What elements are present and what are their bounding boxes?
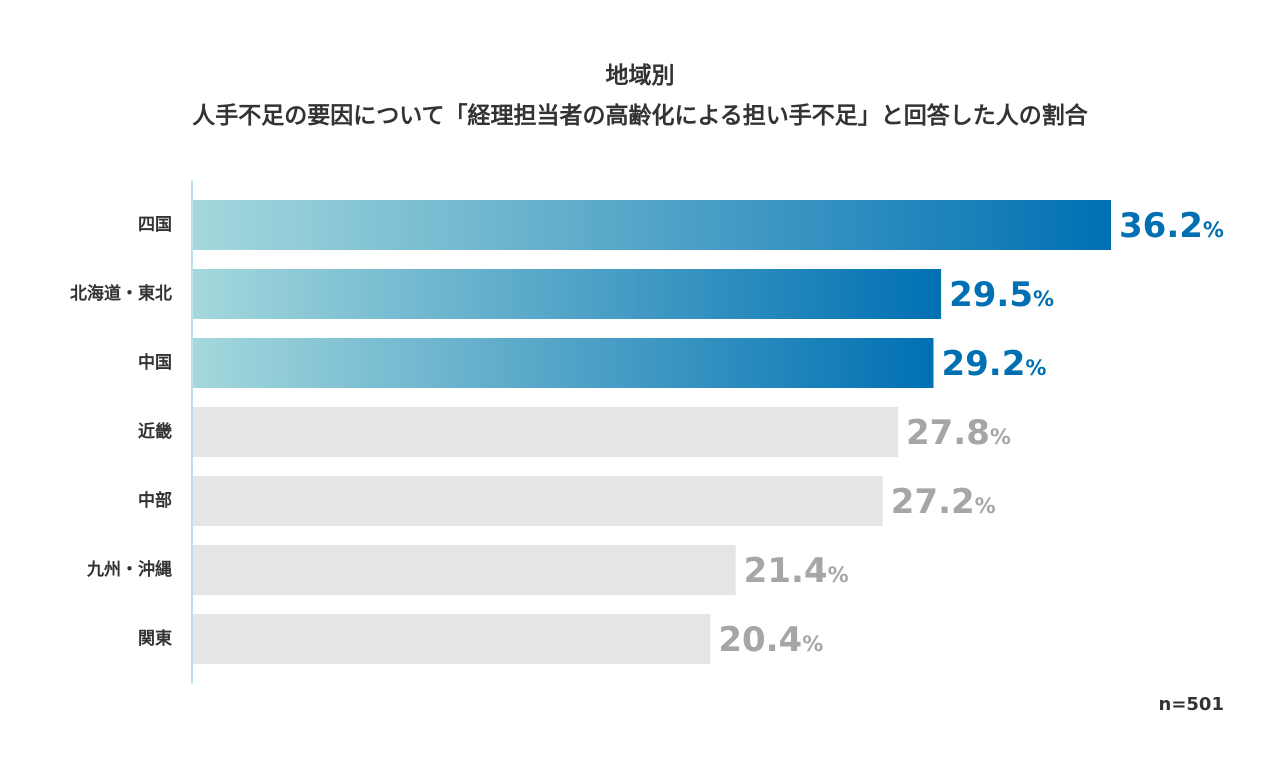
category-label-6: 九州・沖縄 bbox=[86, 559, 172, 580]
sample-size-note: n=501 bbox=[1158, 694, 1224, 715]
bar-2 bbox=[193, 269, 942, 319]
category-label-4: 近畿 bbox=[138, 421, 172, 442]
chart-title-line-1: 地域別 bbox=[605, 63, 675, 89]
bar-3 bbox=[193, 338, 934, 388]
category-label-2: 北海道・東北 bbox=[70, 283, 172, 304]
value-label-6: 21.4% bbox=[744, 551, 849, 591]
bar-6 bbox=[193, 545, 736, 595]
bar-7 bbox=[193, 614, 711, 664]
category-label-7: 関東 bbox=[138, 628, 172, 649]
bar-1 bbox=[193, 200, 1111, 250]
value-label-1: 36.2% bbox=[1119, 206, 1224, 246]
value-label-2: 29.5% bbox=[949, 275, 1054, 315]
chart-title-line-2: 人手不足の要因について「経理担当者の高齢化による担い手不足」と回答した人の割合 bbox=[192, 103, 1088, 129]
category-label-5: 中部 bbox=[138, 490, 172, 511]
category-label-3: 中国 bbox=[138, 352, 172, 373]
category-label-1: 四国 bbox=[138, 215, 172, 235]
bars-layer bbox=[193, 200, 1111, 664]
chart-title: 地域別 人手不足の要因について「経理担当者の高齢化による担い手不足」と回答した人… bbox=[0, 56, 1280, 136]
value-label-3: 29.2% bbox=[941, 344, 1046, 384]
bar-4 bbox=[193, 407, 898, 457]
value-label-5: 27.2% bbox=[891, 482, 996, 522]
labels-layer: 四国 36.2% 北海道・東北 29.5% 中国 29.2% 近畿 27.8% 中部 27.2% 九… bbox=[70, 206, 1224, 660]
value-label-7: 20.4% bbox=[718, 620, 823, 660]
value-label-4: 27.8% bbox=[906, 413, 1011, 453]
bar-5 bbox=[193, 476, 883, 526]
